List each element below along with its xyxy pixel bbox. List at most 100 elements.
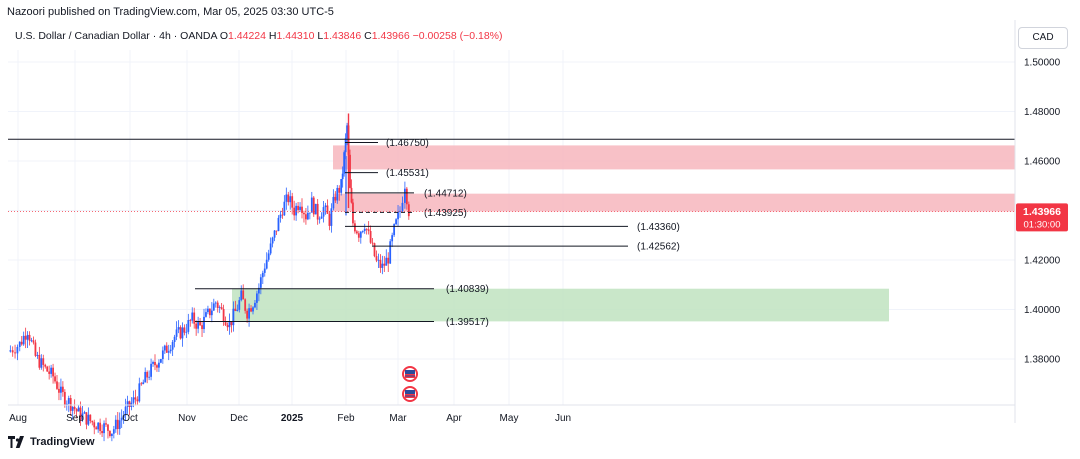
candle-body [295,205,298,216]
support-zone [232,288,889,322]
y-tick-label: 1.38000 [1024,355,1061,366]
candle-body [350,187,353,203]
candle-body [181,327,184,339]
candle-body [140,383,143,385]
candle-body [112,429,115,434]
flag-stripe [405,374,415,376]
candle-body [377,259,380,261]
candle-body [324,205,327,208]
tradingview-logo[interactable]: TradingView [8,436,95,448]
open-value: 1.44224 [228,30,266,42]
current-price-tag [1016,203,1068,232]
x-tick-label: Apr [446,413,462,424]
candle-body [193,312,196,324]
candle-body [99,422,102,432]
candle-body [214,302,217,304]
candle-body [269,243,272,254]
low-value: 1.43846 [323,30,362,42]
symbol-name[interactable]: U.S. Dollar / Canadian Dollar · 4h · OAN… [15,30,217,42]
candle-body [24,335,27,340]
us-flag-event-icon[interactable] [402,366,418,382]
candle-body [58,388,60,393]
candle-body [234,308,237,311]
candle-body [222,308,225,322]
candle-body [134,397,137,400]
candle-body [259,277,262,288]
candle-body [334,196,337,201]
candle-body [371,242,374,244]
candle-body [93,422,96,428]
candle-body [240,290,243,301]
candle-body [101,431,103,434]
candle-body [26,334,29,340]
candle-body [205,312,207,317]
candle-body [318,218,321,220]
close-value: 1.43966 [371,30,410,42]
publisher-line: Nazoori published on TradingView.com, Ma… [7,6,334,18]
level-label: (1.46750) [386,138,429,149]
candle-body [332,196,335,209]
candle-body [254,302,256,308]
candle-body [187,320,190,332]
level-label: (1.45531) [386,168,429,179]
candle-body [379,259,382,268]
candle-body [299,206,301,210]
candle-body [359,231,362,238]
candle-body [203,316,205,330]
candle-body [103,423,105,434]
candle-body [391,235,394,242]
candle-body [11,350,14,353]
x-tick-label: Dec [230,413,248,424]
candle-body [336,187,339,201]
candle-body [303,212,305,215]
candle-body [38,354,41,368]
candle-body [42,358,45,365]
flag-stripe [405,394,415,396]
candle-body [385,257,388,266]
candle-body [83,412,86,414]
candle-body [261,272,264,278]
candle-body [326,205,329,214]
candle-body [171,341,174,350]
candle-body [352,202,354,224]
candle-body [365,228,368,230]
candle-body [383,263,386,266]
y-tick-label: 1.46000 [1024,157,1061,168]
candle-body [158,362,160,368]
x-tick-label: Oct [122,413,138,424]
candle-body [263,268,266,273]
candle-body [363,228,366,231]
currency-button[interactable]: CAD [1018,27,1068,49]
candle-body [144,371,147,383]
candle-body [208,308,211,316]
candle-body [314,203,317,215]
us-flag-event-icon[interactable] [402,386,418,402]
candle-body [128,401,131,407]
candle-body [44,364,47,367]
candle-body [136,399,139,402]
candle-body [124,406,127,416]
candle-body [397,211,399,220]
candle-body [244,299,247,311]
candle-body [114,419,117,430]
y-tick-label: 1.48000 [1024,107,1061,118]
candle-body [69,398,72,411]
candle-body [265,259,268,269]
candle-body [285,194,288,202]
candle-body [293,207,296,216]
candle-body [116,419,119,429]
change-value: −0.00258 (−0.18%) [412,30,503,42]
x-tick-label: Jun [555,413,571,424]
candle-body [85,412,88,425]
candle-body [312,197,315,215]
candle-body [107,424,109,431]
candle-body [67,398,70,404]
current-price-value: 1.43966 [1023,206,1061,218]
level-label: (1.42562) [637,242,680,253]
candle-body [126,401,129,407]
x-tick-label: Nov [178,413,196,424]
candle-body [175,329,178,337]
candle-body [16,346,19,354]
candle-body [395,219,397,225]
